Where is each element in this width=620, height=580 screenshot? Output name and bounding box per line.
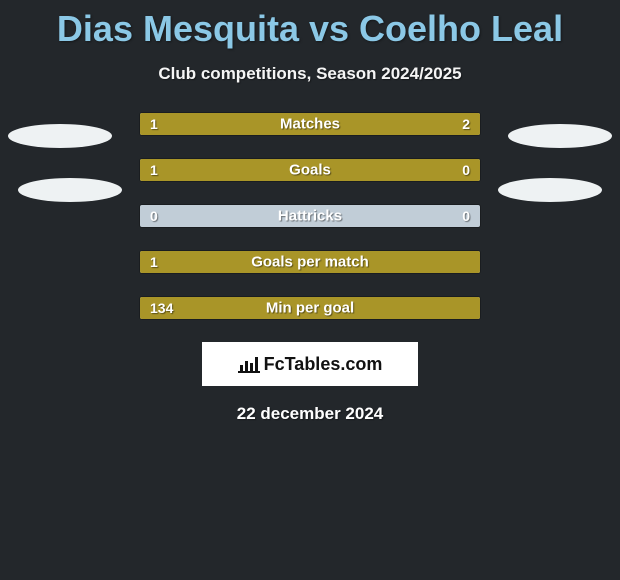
page-subtitle: Club competitions, Season 2024/2025	[0, 64, 620, 84]
stat-label: Hattricks	[140, 208, 480, 225]
logo: FcTables.com	[238, 354, 383, 375]
stat-row: 10Goals	[139, 158, 481, 182]
stat-label: Matches	[140, 116, 480, 133]
stat-label: Goals	[140, 162, 480, 179]
logo-box: FcTables.com	[202, 342, 418, 386]
page-title: Dias Mesquita vs Coelho Leal	[0, 0, 620, 50]
stats-container: 12Matches 10Goals 00Hattricks 1Goals per ma…	[139, 112, 481, 320]
logo-text: FcTables.com	[264, 354, 383, 375]
stat-label: Goals per match	[140, 254, 480, 271]
stat-row: 134Min per goal	[139, 296, 481, 320]
stat-row: 12Matches	[139, 112, 481, 136]
chart-icon	[238, 355, 260, 373]
date-label: 22 december 2024	[0, 404, 620, 424]
decorative-ellipse	[18, 178, 122, 202]
decorative-ellipse	[508, 124, 612, 148]
stat-label: Min per goal	[140, 300, 480, 317]
stat-row: 1Goals per match	[139, 250, 481, 274]
stat-row: 00Hattricks	[139, 204, 481, 228]
decorative-ellipse	[8, 124, 112, 148]
decorative-ellipse	[498, 178, 602, 202]
